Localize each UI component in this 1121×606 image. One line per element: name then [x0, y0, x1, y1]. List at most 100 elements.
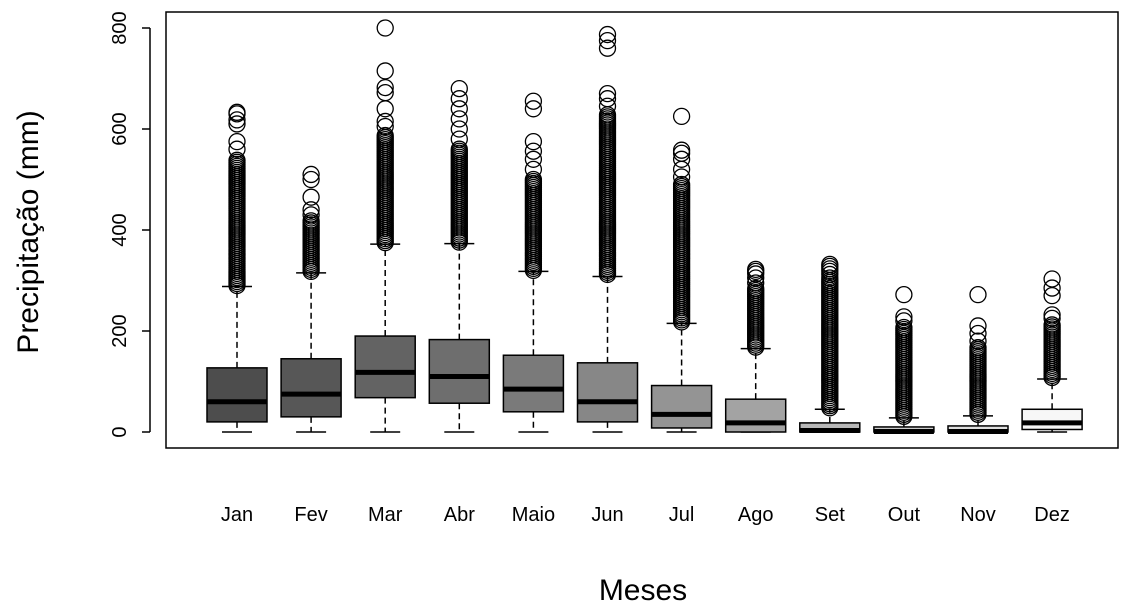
outlier-point — [598, 39, 617, 57]
outlier-point — [228, 115, 246, 133]
outlier-point — [228, 140, 246, 158]
x-tick-label: Jul — [669, 504, 695, 526]
outlier-point — [672, 141, 691, 159]
outlier-point — [895, 312, 913, 330]
outlier-point — [376, 83, 394, 102]
box-iqr — [724, 398, 787, 433]
outlier-point — [1043, 286, 1061, 305]
outlier-point — [376, 100, 394, 118]
box-iqr — [206, 367, 268, 423]
outlier-point — [450, 120, 468, 138]
outlier-point — [524, 132, 543, 151]
y-tick-label: 800 — [109, 11, 131, 44]
outliers — [747, 260, 765, 356]
outlier-point — [228, 103, 246, 121]
outlier-point — [376, 126, 394, 145]
outlier-point — [747, 260, 765, 279]
outliers — [1043, 270, 1061, 387]
outlier-point — [228, 111, 246, 129]
outlier-point — [450, 79, 468, 98]
y-tick-label: 400 — [109, 213, 131, 246]
plot-frame — [165, 11, 1119, 449]
box-set — [799, 255, 861, 433]
outlier-point — [895, 308, 913, 326]
box-iqr — [502, 354, 565, 413]
outliers — [672, 107, 691, 331]
x-tick-label: Jan — [221, 504, 253, 526]
outlier-point — [524, 100, 543, 118]
outlier-point — [376, 19, 394, 37]
outliers — [450, 79, 468, 251]
outlier-point — [450, 130, 468, 148]
outliers — [524, 92, 543, 280]
outlier-point — [524, 170, 543, 189]
x-tick-label: Abr — [444, 504, 475, 526]
outlier-point — [228, 132, 246, 151]
box-jul — [650, 107, 713, 433]
box-dez — [1021, 270, 1083, 433]
outlier-point — [747, 269, 765, 287]
outlier-point — [969, 317, 987, 335]
y-axis: 0 200 400 600 800 — [109, 11, 151, 438]
box-iqr — [354, 335, 416, 399]
outlier-point — [598, 31, 617, 50]
box-ago — [724, 260, 787, 433]
outlier-point — [302, 170, 320, 189]
outlier-point — [969, 324, 987, 343]
outlier-point — [895, 318, 913, 337]
x-tick-label: Fev — [294, 504, 327, 526]
outlier-point — [821, 269, 839, 287]
outlier-point — [302, 201, 320, 219]
outlier-point — [672, 107, 691, 126]
box-iqr — [650, 384, 713, 429]
outlier-point — [672, 175, 691, 194]
outlier-point — [302, 212, 320, 230]
outlier-point — [672, 168, 691, 186]
outlier-point — [524, 160, 543, 179]
outlier-point — [598, 97, 617, 115]
outliers — [895, 285, 913, 425]
outlier-point — [1043, 270, 1061, 288]
outlier-point — [524, 92, 543, 110]
x-axis-title: Meses — [599, 574, 687, 606]
outlier-point — [450, 100, 468, 118]
outlier-point — [969, 339, 987, 357]
box-nov — [947, 285, 1009, 434]
outlier-point — [969, 285, 987, 304]
x-tick-label: Jun — [591, 504, 623, 526]
x-tick-label: Ago — [738, 504, 774, 526]
y-tick-label: 200 — [109, 314, 131, 347]
x-tick-label: Maio — [512, 504, 555, 526]
outlier-point — [598, 90, 617, 108]
x-tick-label: Nov — [960, 504, 996, 526]
x-tick-label: Dez — [1034, 504, 1070, 526]
outlier-point — [524, 142, 543, 160]
outlier-point — [450, 140, 468, 158]
box-jan — [206, 103, 268, 433]
outliers — [598, 25, 617, 284]
outlier-point — [747, 274, 765, 292]
box-out — [873, 285, 935, 434]
outlier-point — [1043, 309, 1061, 328]
box-iqr — [1021, 408, 1083, 431]
outlier-point — [302, 206, 320, 224]
x-axis-labels: Jan Fev Mar Abr Maio Jun Jul Ago Set Out Nov Dez — [221, 504, 1070, 526]
y-tick-label: 0 — [109, 426, 131, 437]
box-iqr — [280, 358, 342, 418]
boxes-layer — [206, 19, 1083, 434]
outlier-point — [302, 165, 320, 184]
outlier-point — [450, 90, 468, 108]
outlier-point — [1043, 306, 1061, 324]
outlier-point — [747, 279, 765, 298]
box-fev — [280, 165, 342, 433]
box-mar — [354, 19, 416, 433]
box-iqr — [576, 362, 639, 423]
outlier-point — [598, 25, 617, 44]
outlier-point — [524, 150, 543, 168]
outlier-point — [376, 62, 394, 80]
outliers — [969, 285, 987, 423]
x-tick-label: Mar — [368, 504, 403, 526]
x-tick-label: Out — [888, 504, 921, 526]
outliers — [302, 165, 320, 281]
outlier-point — [1043, 316, 1061, 334]
